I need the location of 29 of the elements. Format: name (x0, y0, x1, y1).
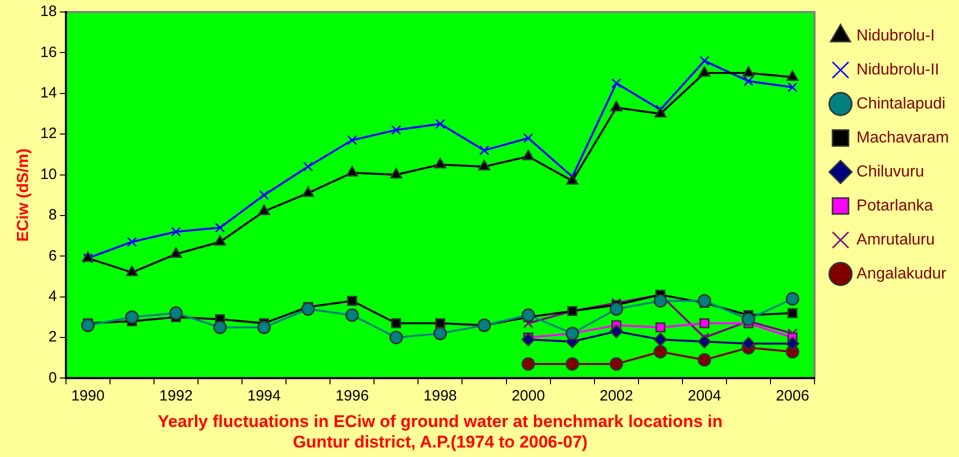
x-tick-label: 2000 (512, 387, 545, 404)
y-tick-label: 2 (48, 328, 57, 346)
x-tick-label: 2006 (776, 387, 810, 404)
legend-label: Nidubrolu-II (856, 61, 940, 78)
y-tick-label: 16 (40, 44, 57, 61)
y-tick-label: 8 (48, 206, 57, 224)
x-tick-label: 1992 (159, 387, 193, 404)
x-tick-label: 2002 (600, 387, 634, 404)
y-axis-title: ECiw (dS/m) (15, 148, 32, 242)
legend-label: Chiluvuru (856, 163, 924, 180)
legend-label: Potarlanka (856, 197, 934, 214)
y-tick-label: 18 (40, 3, 57, 20)
y-tick-label: 0 (48, 369, 57, 386)
y-tick-label: 10 (40, 166, 57, 183)
legend-label: Machavaram (856, 129, 950, 146)
y-tick-label: 4 (48, 288, 57, 305)
x-tick-label: 1990 (71, 387, 105, 404)
y-tick-label: 6 (48, 247, 57, 264)
legend-label: Nidubrolu-I (856, 27, 935, 44)
legend-label: Amrutaluru (856, 231, 935, 248)
legend-label: Chintalapudi (856, 95, 946, 112)
x-axis-title: Yearly fluctuations in ECiw of ground water at benchmark locations in Guntur district, A.P.(1974 to 2006-07) (158, 412, 723, 452)
x-tick-label: 1996 (335, 387, 369, 404)
y-tick-label: 14 (40, 84, 57, 102)
x-tick-label: 1994 (247, 387, 281, 404)
x-tick-label: 1998 (424, 387, 457, 404)
legend-label: Angalakudur (856, 265, 948, 282)
y-tick-label: 12 (40, 125, 57, 142)
x-tick-label: 2004 (688, 387, 722, 404)
